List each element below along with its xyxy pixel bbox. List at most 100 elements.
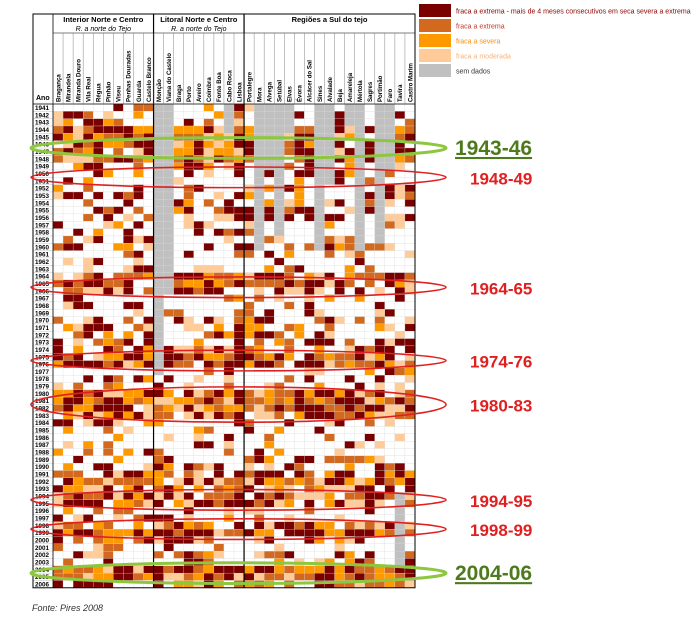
heatmap-cell: [364, 243, 375, 251]
heatmap-cell: [173, 470, 184, 479]
heatmap-cell: [334, 331, 345, 339]
heatmap-cell: [314, 565, 325, 574]
heatmap-cell: [203, 543, 215, 552]
heatmap-cell: [153, 565, 164, 574]
heatmap-cell: [163, 287, 174, 295]
heatmap-cell: [274, 433, 285, 442]
heatmap-cell: [62, 345, 74, 354]
heatmap-cell: [93, 323, 104, 332]
heatmap-cell: [284, 331, 295, 339]
heatmap-cell: [153, 257, 164, 266]
heatmap-cell: [364, 565, 375, 574]
heatmap-cell: [233, 103, 245, 112]
heatmap-cell: [253, 499, 265, 508]
heatmap-cell: [62, 103, 74, 112]
heatmap-cell: [133, 316, 144, 325]
heatmap-cell: [203, 191, 215, 200]
heatmap-cell: [173, 572, 184, 581]
heatmap-cell: [72, 477, 84, 486]
heatmap-cell: [284, 294, 295, 303]
heatmap-cell: [404, 323, 416, 332]
heatmap-cell: [103, 213, 114, 222]
heatmap-cell: [334, 199, 345, 207]
heatmap-cell: [284, 301, 295, 310]
heatmap-cell: [304, 353, 315, 361]
heatmap-cell: [83, 265, 94, 273]
heatmap-cell: [364, 463, 375, 471]
heatmap-cell: [173, 177, 184, 185]
heatmap-cell: [83, 375, 94, 383]
heatmap-cell: [113, 470, 124, 479]
heatmap-cell: [183, 389, 194, 398]
heatmap-cell: [213, 441, 225, 449]
heatmap-cell: [314, 221, 325, 229]
heatmap-cell: [264, 470, 275, 479]
heatmap-cell: [213, 499, 225, 508]
heatmap-cell: [304, 514, 315, 523]
heatmap-cell: [153, 331, 164, 339]
heatmap-cell: [163, 463, 174, 471]
heatmap-cell: [93, 199, 104, 207]
heatmap-cell: [394, 580, 406, 588]
heatmap-cell: [52, 125, 64, 134]
heatmap-cell: [153, 206, 164, 215]
heatmap-cell: [213, 323, 225, 332]
heatmap-cell: [213, 360, 225, 369]
heatmap-cell: [103, 316, 114, 325]
heatmap-cell: [324, 353, 335, 361]
heatmap-cell: [294, 455, 305, 464]
heatmap-cell: [143, 228, 154, 237]
heatmap-cell: [264, 455, 275, 464]
heatmap-cell: [143, 279, 154, 288]
heatmap-cell: [183, 360, 194, 369]
heatmap-cell: [223, 448, 235, 457]
heatmap-cell: [83, 397, 94, 405]
heatmap-cell: [153, 265, 164, 273]
heatmap-cell: [314, 287, 325, 295]
heatmap-cell: [133, 572, 144, 581]
heatmap-cell: [52, 441, 64, 449]
heatmap-cell: [163, 257, 174, 266]
year-label: 1976: [35, 362, 50, 369]
heatmap-cell: [183, 301, 194, 310]
heatmap-cell: [264, 360, 275, 369]
heatmap-cell: [163, 528, 174, 537]
heatmap-cell: [193, 382, 205, 391]
heatmap-cell: [72, 470, 84, 479]
heatmap-cell: [203, 404, 215, 413]
heatmap-cell: [193, 279, 205, 288]
heatmap-cell: [173, 506, 184, 515]
heatmap-cell: [394, 455, 406, 464]
heatmap-cell: [163, 441, 174, 449]
heatmap-cell: [344, 169, 355, 178]
heatmap-cell: [304, 360, 315, 369]
heatmap-cell: [123, 499, 134, 508]
heatmap-cell: [364, 191, 375, 200]
heatmap-cell: [52, 448, 64, 457]
heatmap-cell: [243, 397, 255, 405]
heatmap-cell: [274, 184, 285, 193]
heatmap-cell: [173, 536, 184, 544]
heatmap-cell: [203, 397, 215, 405]
heatmap-cell: [394, 191, 406, 200]
heatmap-cell: [123, 543, 134, 552]
heatmap-cell: [284, 213, 295, 222]
heatmap-cell: [274, 543, 285, 552]
heatmap-cell: [324, 221, 335, 229]
heatmap-cell: [153, 294, 164, 303]
heatmap-cell: [213, 125, 225, 134]
heatmap-cell: [183, 397, 194, 405]
heatmap-cell: [133, 521, 144, 530]
heatmap-cell: [314, 272, 325, 281]
heatmap-cell: [223, 235, 235, 244]
heatmap-cell: [243, 206, 255, 215]
heatmap-cell: [274, 353, 285, 361]
heatmap-cell: [173, 360, 184, 369]
heatmap-cell: [123, 338, 134, 347]
heatmap-cell: [404, 558, 416, 566]
heatmap-cell: [183, 426, 194, 435]
heatmap-cell: [113, 477, 124, 486]
heatmap-cell: [153, 441, 164, 449]
year-label: 1955: [35, 208, 50, 215]
heatmap-cell: [93, 441, 104, 449]
